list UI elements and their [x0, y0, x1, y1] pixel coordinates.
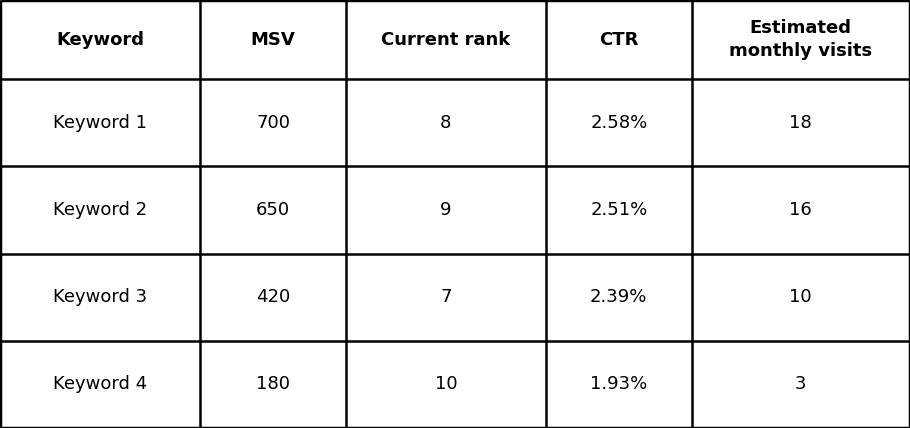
Bar	[0, 253, 200, 341]
Text: 700: 700	[256, 114, 290, 132]
Text: 18: 18	[789, 114, 812, 132]
Text: Keyword 2: Keyword 2	[53, 201, 147, 219]
Bar	[0, 166, 200, 253]
Bar	[200, 166, 346, 253]
Text: Keyword 1: Keyword 1	[53, 114, 147, 132]
Bar	[0, 341, 200, 428]
Text: Keyword 3: Keyword 3	[53, 288, 147, 306]
Bar	[346, 253, 546, 341]
Text: 2.58%: 2.58%	[591, 114, 647, 132]
Bar	[346, 0, 546, 79]
Bar	[0, 0, 200, 79]
Text: 180: 180	[256, 375, 290, 393]
Bar	[546, 253, 692, 341]
Text: 2.51%: 2.51%	[591, 201, 647, 219]
Text: 7: 7	[440, 288, 451, 306]
Text: 1.93%: 1.93%	[591, 375, 647, 393]
Text: Keyword: Keyword	[56, 30, 144, 49]
Bar	[692, 166, 910, 253]
Bar	[692, 79, 910, 166]
Bar	[200, 0, 346, 79]
Bar	[200, 253, 346, 341]
Text: 3: 3	[795, 375, 806, 393]
Text: 650: 650	[256, 201, 290, 219]
Text: 10: 10	[435, 375, 457, 393]
Text: 420: 420	[256, 288, 290, 306]
Text: MSV: MSV	[250, 30, 296, 49]
Text: Current rank: Current rank	[381, 30, 511, 49]
Bar	[200, 79, 346, 166]
Bar	[692, 0, 910, 79]
Text: Keyword 4: Keyword 4	[53, 375, 147, 393]
Text: Estimated
monthly visits: Estimated monthly visits	[729, 20, 873, 59]
Bar	[692, 341, 910, 428]
Bar	[546, 166, 692, 253]
Text: 9: 9	[440, 201, 451, 219]
Bar	[692, 253, 910, 341]
Bar	[546, 79, 692, 166]
Text: CTR: CTR	[599, 30, 639, 49]
Bar	[200, 341, 346, 428]
Bar	[346, 341, 546, 428]
Bar	[546, 0, 692, 79]
Bar	[346, 79, 546, 166]
Text: 2.39%: 2.39%	[590, 288, 648, 306]
Text: 10: 10	[790, 288, 812, 306]
Text: 8: 8	[440, 114, 451, 132]
Text: 16: 16	[789, 201, 812, 219]
Bar	[346, 166, 546, 253]
Bar	[546, 341, 692, 428]
Bar	[0, 79, 200, 166]
